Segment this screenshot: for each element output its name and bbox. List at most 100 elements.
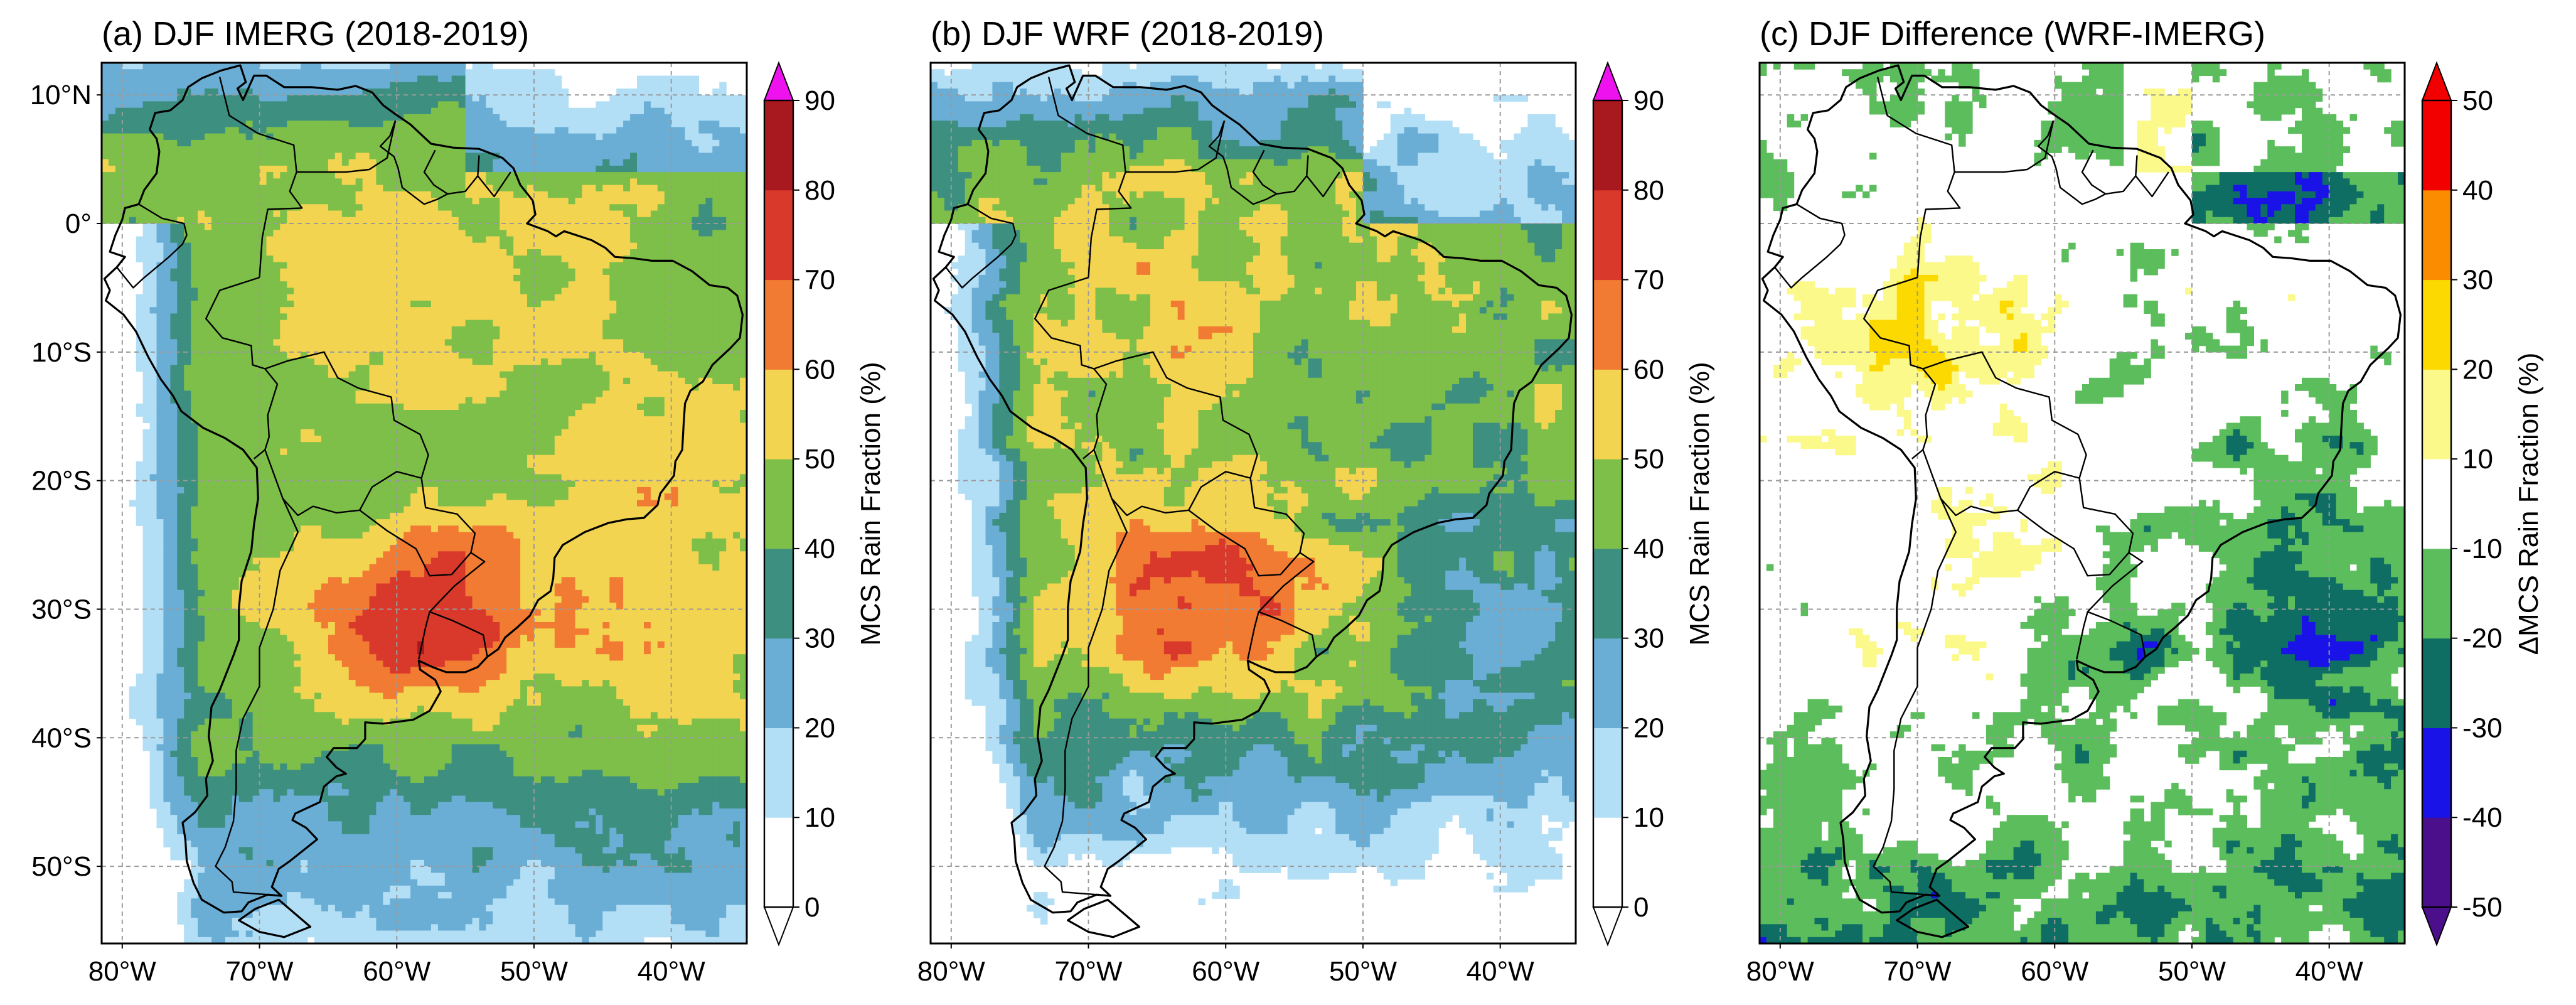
colorbar-tick-label: 30	[1633, 623, 1664, 654]
lon-tick-label: 70°W	[1883, 956, 1952, 987]
colorbar-tick-label: 90	[804, 85, 835, 116]
colorbar-extend-high	[1592, 61, 1623, 101]
colorbar-segment	[2422, 100, 2451, 191]
colorbar-tick-label: 50	[2462, 85, 2493, 116]
colorbar-tick-label: 60	[1633, 354, 1664, 385]
colorbar-segment	[764, 817, 793, 908]
colorbar-tick-label: 40	[2462, 175, 2493, 206]
rain-fraction-field	[1760, 63, 2405, 943]
colorbar: -50 -40 -30 -20 -10 10 20 30 40 50 ΔMCS Rain Fract…	[2421, 61, 2544, 947]
country-border	[116, 203, 188, 289]
country-border	[1873, 498, 1957, 896]
colorbar-segment	[764, 638, 793, 728]
colorbar-segment	[1593, 190, 1622, 281]
map-frame	[929, 62, 1577, 945]
country-border	[1911, 449, 1924, 460]
country-border	[379, 120, 448, 205]
colorbar-segment	[2422, 279, 2451, 370]
colorbar-extend-low	[2421, 906, 2452, 947]
country-border	[218, 77, 303, 278]
colorbar-segment	[2422, 817, 2451, 908]
country-border	[1258, 611, 1317, 657]
colorbar-extend-high	[763, 61, 794, 101]
colorbar-segment	[764, 728, 793, 818]
panel-a: (a) DJF IMERG (2018-2019) 80°W 70°W 60°W 50°…	[30, 15, 886, 987]
panel-title: (b) DJF WRF (2018-2019)	[931, 15, 1324, 53]
lon-tick-label: 40°W	[638, 956, 706, 987]
colorbar-tick-label: 20	[2462, 354, 2493, 385]
colorbar-tick-label: 10	[1633, 802, 1664, 833]
colorbar-segment	[1593, 369, 1622, 460]
colorbar-tick-label: 90	[1633, 85, 1664, 116]
colorbar-segment	[1593, 817, 1622, 908]
continent-coastline	[932, 64, 1573, 914]
country-border	[2076, 552, 2144, 660]
lon-tick-label: 50°W	[2158, 956, 2226, 987]
lon-tick-label: 50°W	[1329, 956, 1398, 987]
continent-coastline	[103, 64, 744, 914]
coastline-borders	[1761, 64, 2402, 938]
colorbar-tick-label: 40	[1633, 534, 1664, 564]
lat-tick-label: 20°S	[31, 466, 92, 497]
colorbar-label: MCS Rain Fraction (%)	[1684, 362, 1715, 645]
country-border	[264, 351, 429, 517]
lon-tick-label: 60°W	[1192, 956, 1260, 987]
country-border	[1863, 276, 1937, 450]
colorbar-segment	[1593, 100, 1622, 191]
rain-fraction-field	[931, 63, 1576, 925]
lon-tick-label: 50°W	[500, 956, 569, 987]
colorbar-tick-label: 40	[804, 534, 835, 564]
lon-tick-label: 60°W	[2021, 956, 2089, 987]
country-border	[429, 611, 488, 657]
map-frame	[1758, 62, 2406, 945]
map-frame	[100, 62, 748, 945]
country-border	[2087, 611, 2146, 657]
lat-tick-label: 50°S	[31, 851, 92, 882]
country-border	[359, 478, 476, 577]
colorbar-tick-label: 30	[2462, 265, 2493, 296]
colorbar-tick-label: -40	[2462, 802, 2503, 833]
colorbar-segment	[1593, 459, 1622, 549]
colorbar-tick-label: 20	[1633, 712, 1664, 743]
colorbar-segment	[764, 459, 793, 549]
tierra-del-fuego-coastline	[1896, 898, 1970, 938]
country-border	[205, 276, 279, 450]
coastline-borders	[932, 64, 1573, 938]
country-border	[477, 171, 511, 198]
colorbar-label: ΔMCS Rain Fraction (%)	[2513, 353, 2544, 655]
colorbar-tick-label: 80	[1633, 175, 1664, 206]
colorbar-tick-label: 30	[804, 623, 835, 654]
country-border	[1082, 449, 1095, 460]
lon-tick-label: 80°W	[1746, 956, 1815, 987]
country-border	[1093, 351, 1258, 517]
colorbar-segment	[1593, 728, 1622, 818]
country-border	[1922, 351, 2087, 517]
colorbar-segment	[2422, 369, 2451, 460]
colorbar-segment	[764, 369, 793, 460]
colorbar-extend-low	[763, 906, 794, 947]
colorbar-segment	[2422, 728, 2451, 818]
lon-tick-label: 80°W	[88, 956, 157, 987]
country-border	[1208, 120, 1277, 205]
colorbar-label: MCS Rain Fraction (%)	[855, 362, 886, 645]
country-border	[2017, 478, 2134, 577]
colorbar-segment	[2422, 548, 2451, 639]
country-border	[1306, 171, 1340, 198]
colorbar-tick-label: 50	[804, 444, 835, 475]
colorbar-tick-label: 0	[804, 892, 820, 923]
colorbar-tick-label: 60	[804, 354, 835, 385]
country-border	[945, 203, 1017, 289]
colorbar-segment	[764, 279, 793, 370]
colorbar-tick-label: 20	[804, 712, 835, 743]
lat-tick-label: 30°S	[31, 594, 92, 625]
country-border	[1188, 478, 1305, 577]
panel-c: (c) DJF Difference (WRF-IMERG) 80°W 70°W 60…	[1746, 15, 2544, 987]
panel-title: (c) DJF Difference (WRF-IMERG)	[1760, 15, 2265, 53]
colorbar-segment	[1593, 638, 1622, 728]
colorbar-tick-label: -30	[2462, 712, 2503, 743]
colorbar-tick-label: 70	[1633, 265, 1664, 296]
lon-tick-label: 40°W	[2295, 956, 2364, 987]
country-border	[2037, 120, 2106, 205]
country-border	[254, 449, 266, 460]
